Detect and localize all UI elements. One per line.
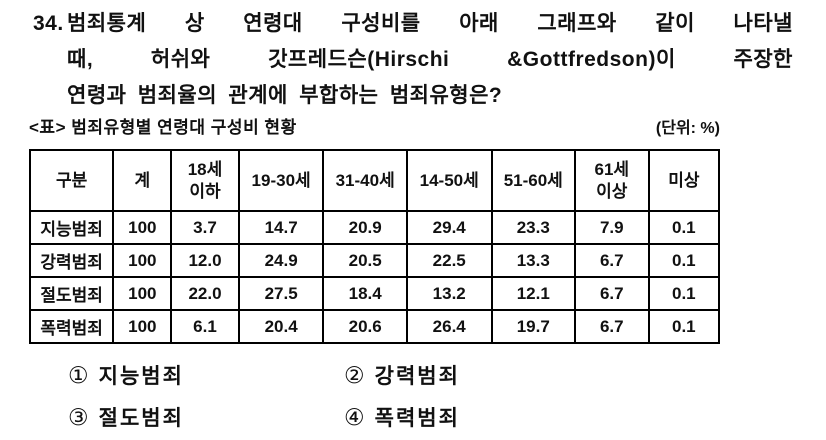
table-cell: 13.2 [405,276,493,311]
table-cell: 0.1 [647,243,721,278]
col-header-14-50: 14-50세 [405,149,493,212]
col-header-under-18: 18세 이하 [170,149,240,212]
table-cell: 100 [112,309,173,344]
table-cell: 20.4 [237,309,325,344]
option-3: ③ 절도범죄 [68,402,344,432]
table-row-theft-crime: 절도범죄 100 22.0 27.5 18.4 13.2 12.1 6.7 0.… [28,276,721,311]
table-cell: 26.4 [405,309,493,344]
table-cell: 29.4 [405,210,493,245]
table-cell: 23.3 [490,210,576,245]
row-label: 강력범죄 [28,243,115,278]
table-cell: 20.5 [322,243,408,278]
table-cell: 6.1 [170,309,240,344]
option-4: ④ 폭력범죄 [344,402,460,432]
option-2-marker: ② [344,361,365,388]
option-1-marker: ① [68,361,89,388]
table-header-row: 구분 계 18세 이하 19-30세 31-40세 14-50세 51-60세 … [28,149,721,212]
option-1-label: 지능범죄 [98,365,184,388]
question-text-line-1: 범죄통계 상 연령대 구성비를 아래 그래프와 같이 나타낼 [67,12,793,35]
table-cell: 100 [112,243,173,278]
col-header-19-30: 19-30세 [237,149,325,212]
table-cell: 19.7 [490,309,576,344]
col-header-total: 계 [112,149,173,212]
table-cell: 100 [112,210,173,245]
crime-age-distribution-table: 구분 계 18세 이하 19-30세 31-40세 14-50세 51-60세 … [28,149,721,344]
question-text-line-2: 때, 허쉬와 갓프레드슨(Hirschi &Gottfredson)이 주장한 [67,48,793,71]
table-cell: 13.3 [490,243,576,278]
table-cell: 20.9 [322,210,408,245]
question-number: 34. [33,12,64,35]
row-label: 지능범죄 [28,210,115,245]
question-stem: 34. 범죄통계 상 연령대 구성비를 아래 그래프와 같이 나타낼 때, 허쉬… [33,6,793,114]
table-cell: 12.1 [490,276,576,311]
col-header-31-40: 31-40세 [322,149,408,212]
question-text-line-3: 연령과 범죄율의 관계에 부합하는 범죄유형은? [67,84,503,107]
table-cell: 14.7 [237,210,325,245]
table-unit-label: (단위: %) [655,120,720,137]
table-cell: 0.1 [647,309,721,344]
table-caption: <표> 범죄유형별 연령대 구성비 현황 [29,118,297,137]
table-cell: 0.1 [647,210,721,245]
table-cell: 6.7 [573,309,650,344]
col-header-category: 구분 [28,149,115,212]
table-cell: 20.6 [322,309,408,344]
row-label: 절도범죄 [28,276,115,311]
col-header-unknown: 미상 [647,149,721,212]
table-cell: 7.9 [573,210,650,245]
table-cell: 22.5 [405,243,493,278]
table-row-violent-crime: 강력범죄 100 12.0 24.9 20.5 22.5 13.3 6.7 0.… [28,243,721,278]
table-cell: 24.9 [237,243,325,278]
option-1: ① 지능범죄 [68,360,344,390]
table-cell: 3.7 [170,210,240,245]
option-4-label: 폭력범죄 [374,407,460,430]
answer-options: ① 지능범죄 ② 강력범죄 ③ 절도범죄 ④ 폭력범죄 [68,360,460,432]
option-4-marker: ④ [344,403,365,430]
col-header-51-60: 51-60세 [490,149,576,212]
table-cell: 22.0 [170,276,240,311]
table-cell: 27.5 [237,276,325,311]
option-3-marker: ③ [68,403,89,430]
option-2: ② 강력범죄 [344,360,460,390]
table-cell: 6.7 [573,243,650,278]
table-cell: 0.1 [647,276,721,311]
table-cell: 18.4 [322,276,408,311]
col-header-over-61: 61세 이상 [573,149,650,212]
question-text: 범죄통계 상 연령대 구성비를 아래 그래프와 같이 나타낼 때, 허쉬와 갓프… [67,6,793,114]
table-cell: 12.0 [170,243,240,278]
option-3-label: 절도범죄 [98,407,184,430]
table-row-intelligence-crime: 지능범죄 100 3.7 14.7 20.9 29.4 23.3 7.9 0.1 [28,210,721,245]
table-cell: 100 [112,276,173,311]
option-2-label: 강력범죄 [374,365,460,388]
table-cell: 6.7 [573,276,650,311]
table-row-assault-crime: 폭력범죄 100 6.1 20.4 20.6 26.4 19.7 6.7 0.1 [28,309,721,344]
table-caption-row: <표> 범죄유형별 연령대 구성비 현황 (단위: %) [29,113,720,138]
row-label: 폭력범죄 [28,309,115,344]
